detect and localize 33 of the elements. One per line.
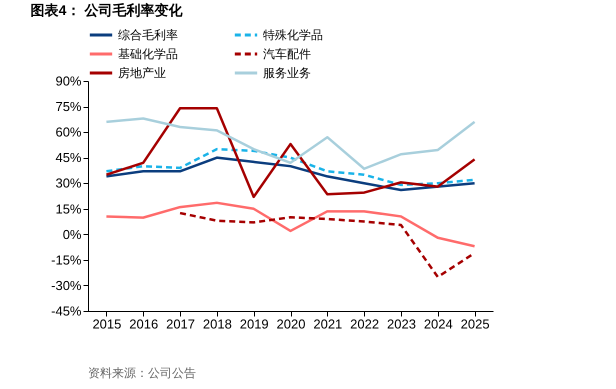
line-series [105, 156, 476, 192]
y-tick-label: -45% [51, 304, 82, 318]
y-tick-label: 45% [55, 150, 82, 166]
line-series [105, 202, 476, 248]
chart-title: 图表4： 公司毛利率变化 [30, 2, 184, 18]
x-tick-label: 2015 [92, 316, 122, 332]
x-tick-label: 2016 [129, 316, 158, 332]
y-tick-label: 60% [55, 124, 82, 140]
x-tick-label: 2022 [350, 316, 380, 332]
y-tick-label: 75% [55, 99, 82, 114]
legend-label: 服务业务 [263, 66, 311, 80]
x-tick-label: 2020 [276, 316, 306, 332]
legend-label: 综合毛利率 [118, 28, 178, 42]
legend-label: 房地产业 [118, 66, 166, 80]
y-tick-label: -15% [51, 252, 82, 268]
y-tick-label: 0% [62, 226, 82, 242]
x-tick-label: 2017 [166, 316, 196, 332]
x-tick-label: 2024 [424, 316, 453, 332]
y-tick-label: 15% [55, 201, 82, 216]
y-tick-label: 90% [55, 74, 82, 88]
x-tick-label: 2023 [386, 316, 416, 332]
text: 资料来源：公司公告 [88, 365, 196, 382]
x-tick-label: 2025 [460, 316, 490, 332]
x-tick-label: 2021 [313, 316, 342, 332]
line-series [105, 117, 476, 170]
y-tick-label: -30% [51, 278, 82, 293]
x-tick-label: 2019 [240, 316, 269, 332]
legend-label: 特殊化学品 [263, 28, 323, 42]
y-tick-label: 30% [55, 176, 82, 191]
legend-label: 基础化学品 [118, 47, 178, 61]
legend-label: 汽车配件 [263, 47, 311, 61]
x-tick-label: 2018 [202, 316, 232, 332]
line-series [105, 107, 476, 198]
